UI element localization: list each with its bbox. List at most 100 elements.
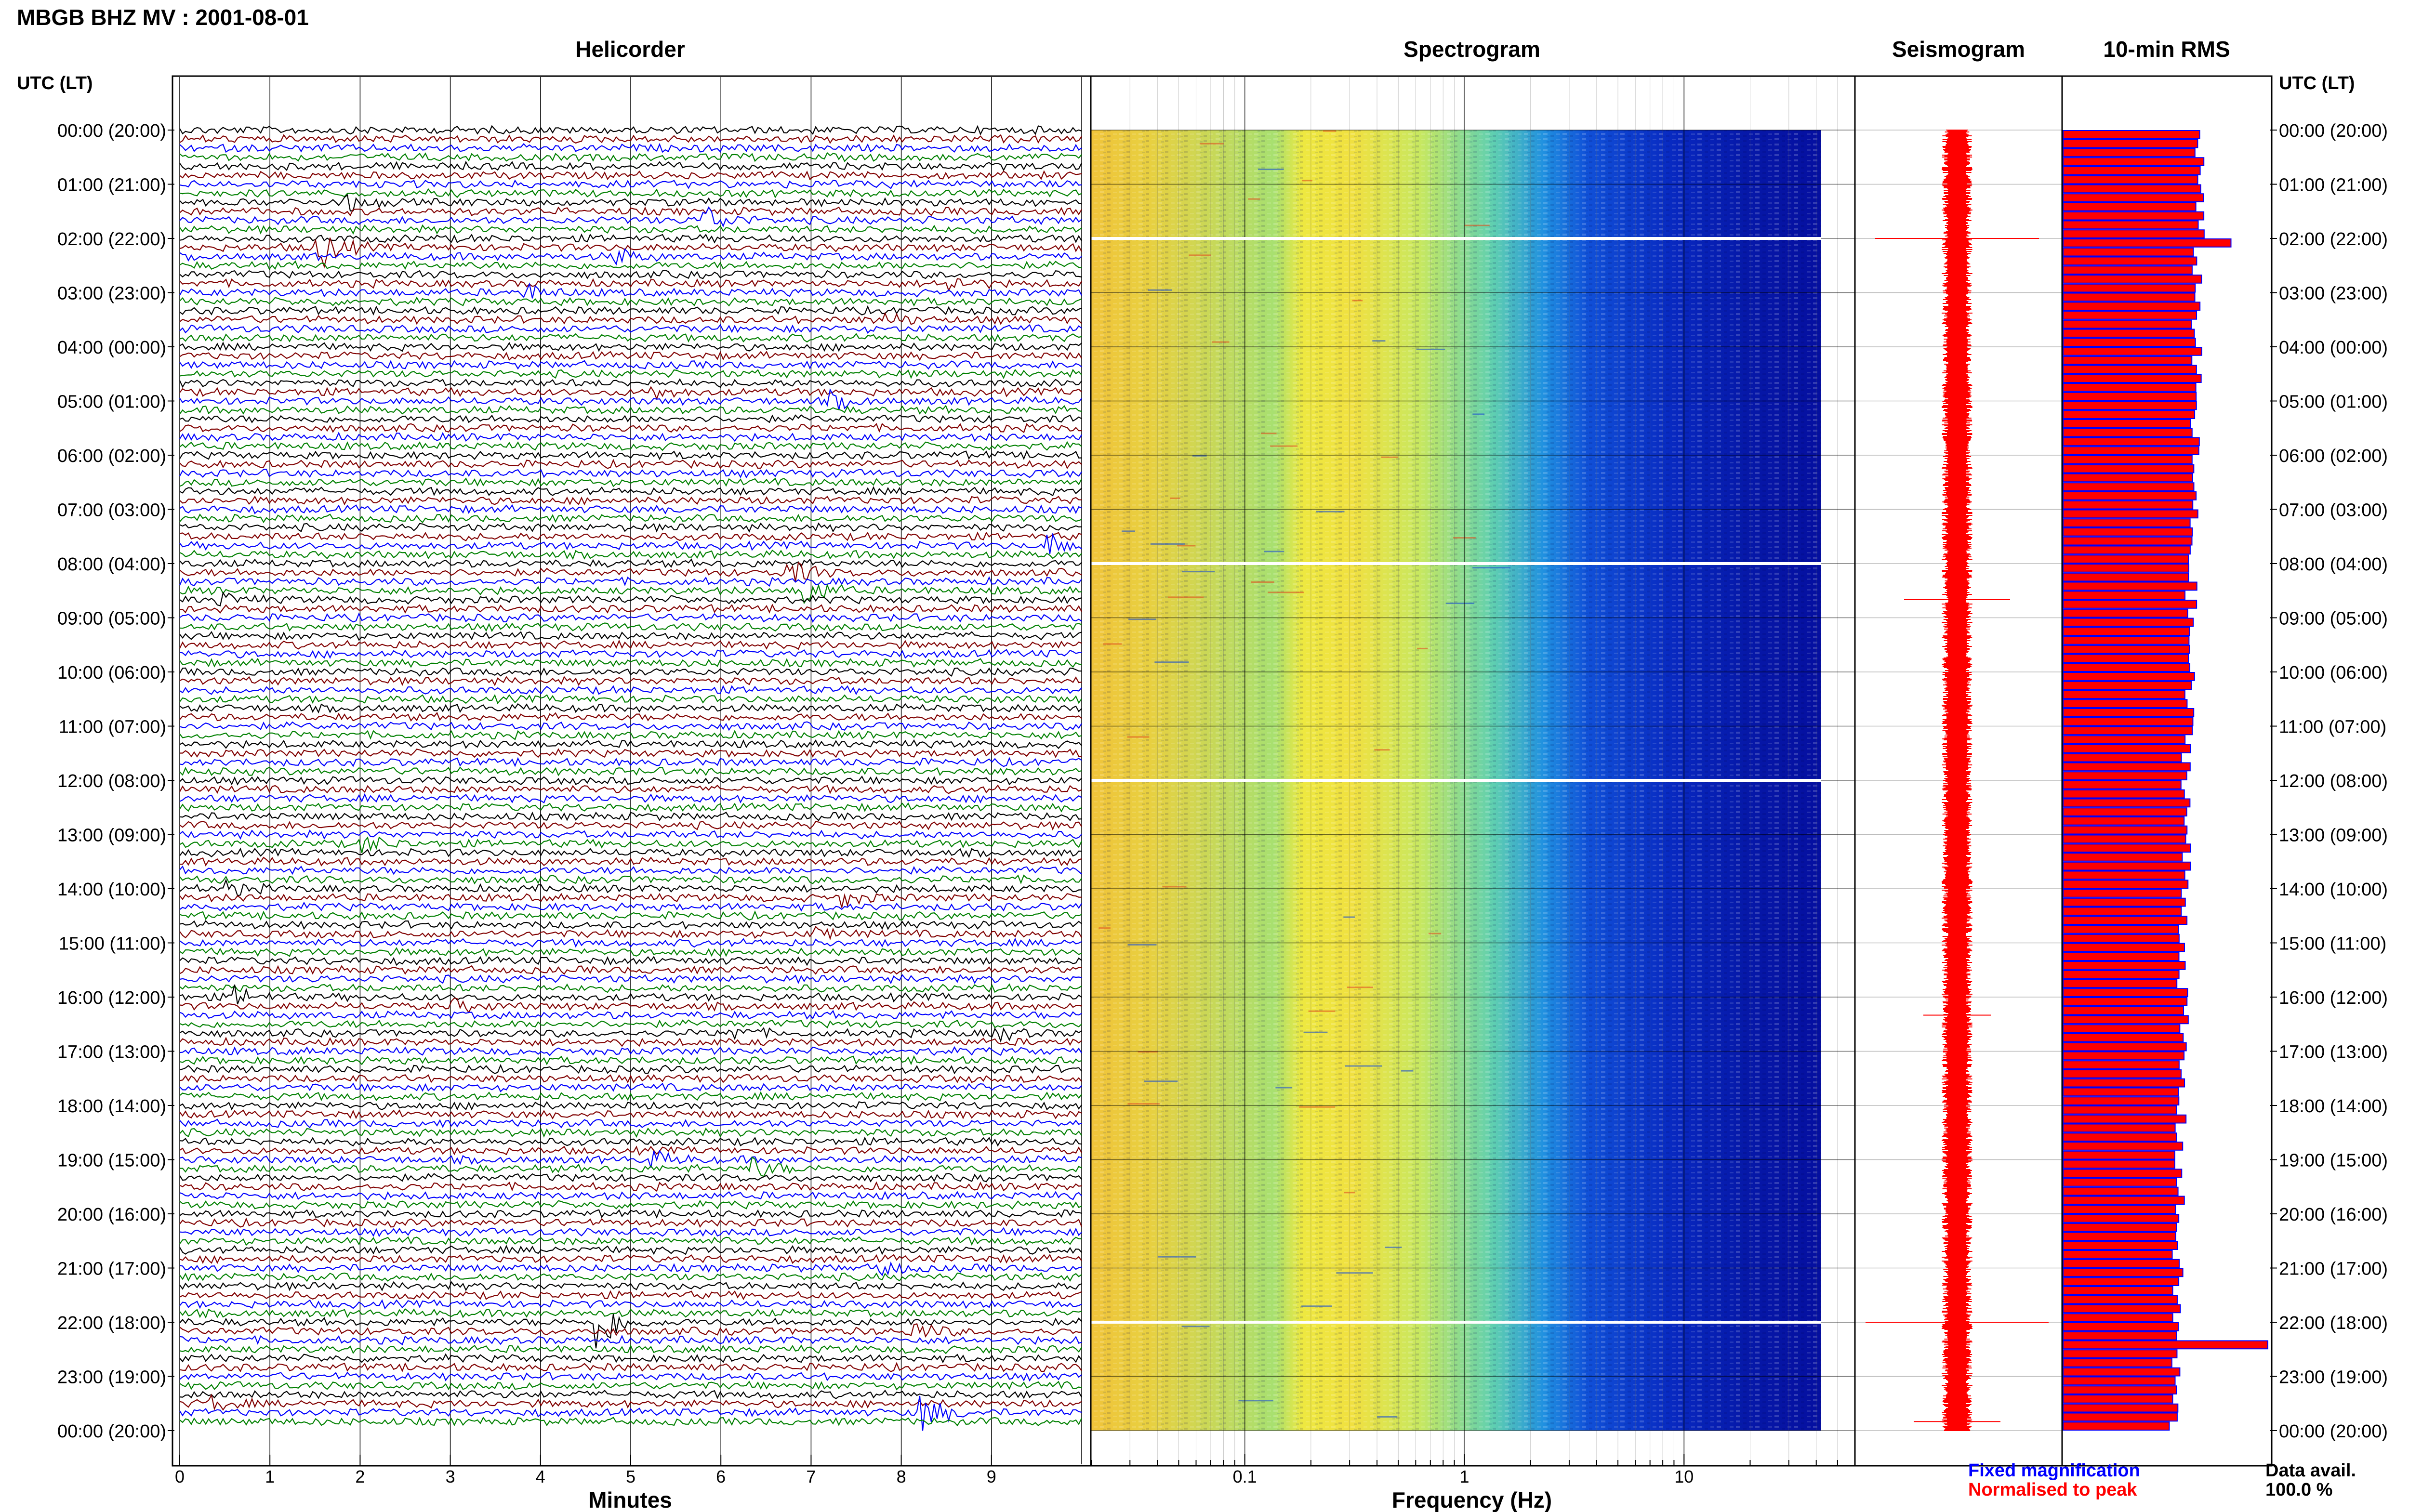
rms-bar (2063, 383, 2197, 392)
helicorder-trace (179, 766, 1082, 776)
time-label-left: 07:00 (03:00) (57, 500, 166, 521)
rms-bar (2063, 455, 2193, 464)
helicorder-trace (179, 983, 1082, 993)
helicorder-tick-label: 5 (626, 1467, 635, 1486)
rms-bar (2063, 157, 2205, 166)
rms-bar (2063, 193, 2204, 202)
rms-bar (2063, 518, 2191, 527)
rms-bar (2063, 1105, 2177, 1115)
spectrogram-streak (1308, 1010, 1336, 1012)
time-label-right: 18:00 (14:00) (2279, 1096, 2388, 1117)
helicorder-trace (179, 1199, 1082, 1210)
time-label-right: 02:00 (22:00) (2279, 229, 2388, 250)
rms-bar (2063, 410, 2196, 419)
rms-bar (2063, 726, 2193, 736)
spectrogram-streak (1347, 986, 1374, 988)
spectrogram-streak (1303, 1031, 1328, 1033)
helicorder-trace (179, 811, 1082, 822)
helicorder-trace (179, 1299, 1082, 1310)
time-label-left: 19:00 (15:00) (57, 1151, 166, 1171)
time-label-right: 05:00 (01:00) (2279, 392, 2388, 412)
helicorder-trace (179, 432, 1082, 442)
spectrogram-streak (1121, 530, 1136, 532)
helicorder-trace (179, 829, 1082, 840)
helicorder-trace (179, 1101, 1082, 1111)
helicorder-trace (179, 532, 1082, 554)
helicorder-trace (179, 1064, 1082, 1075)
spectrogram-streak (1251, 581, 1274, 583)
helicorder-trace (179, 591, 1082, 606)
helicorder-trace (179, 179, 1082, 189)
helicorder-trace (179, 1272, 1082, 1282)
helicorder-trace (179, 1019, 1082, 1029)
helicorder-trace (179, 160, 1082, 171)
rms-bar (2063, 1412, 2178, 1422)
rms-bar (2063, 1349, 2178, 1358)
helicorder-trace (179, 1308, 1082, 1319)
spectrogram-streak (1416, 348, 1445, 350)
helicorder-tick-label: 6 (716, 1467, 726, 1486)
rms-bar (2063, 834, 2186, 844)
spectrogram-streak (1189, 254, 1211, 256)
time-label-right: 00:00 (20:00) (2279, 1421, 2388, 1442)
rms-bar (2063, 1232, 2176, 1241)
helicorder-trace (179, 1261, 1082, 1276)
rms-bar (2063, 175, 2198, 184)
helicorder-trace (179, 639, 1082, 650)
rms-bar (2063, 870, 2185, 880)
rms-bar (2063, 1421, 2170, 1431)
rms-bar (2063, 807, 2187, 816)
rms-bar (2063, 699, 2188, 708)
rms-bar (2063, 1015, 2189, 1025)
helicorder-trace (179, 622, 1082, 632)
helicorder-tick-label: 7 (806, 1467, 816, 1486)
time-label-left: 03:00 (23:00) (57, 284, 166, 304)
time-label-right: 11:00 (07:00) (2279, 717, 2386, 737)
spectrogram-streak (1343, 916, 1355, 918)
spectrogram-streak (1154, 661, 1189, 663)
rms-bar (2063, 943, 2185, 952)
utc-header-left: UTC (LT) (17, 73, 93, 93)
spectrogram-streak (1301, 180, 1312, 182)
helicorder-trace (179, 550, 1082, 560)
spectrogram-streak (1301, 1305, 1332, 1307)
helicorder-trace (179, 974, 1082, 985)
time-label-right: 08:00 (04:00) (2279, 554, 2388, 575)
helicorder-trace (179, 1362, 1082, 1372)
rms-bar (2063, 202, 2197, 211)
spectrogram-streak (1323, 130, 1337, 132)
spectrogram-streak (1336, 1272, 1373, 1274)
legend-normalised-to-peak: Normalised to peak (1968, 1480, 2137, 1500)
rms-bar (2063, 1331, 2177, 1341)
rms-bar (2063, 825, 2188, 835)
rms-bar (2063, 600, 2197, 609)
rms-bar (2063, 446, 2199, 455)
rms-bar (2063, 1304, 2181, 1314)
rms-bar (2063, 897, 2186, 907)
rms-bar (2063, 717, 2194, 726)
time-label-right: 21:00 (17:00) (2279, 1259, 2388, 1279)
seismogram-trace (1942, 130, 1972, 1431)
spectrogram-streak (1270, 445, 1298, 447)
helicorder-trace (179, 965, 1082, 975)
helicorder-trace (179, 583, 1082, 605)
time-label-left: 02:00 (22:00) (57, 229, 166, 250)
helicorder-trace (179, 441, 1082, 451)
helicorder-trace (179, 836, 1082, 854)
rms-panel-title: 10-min RMS (2103, 37, 2230, 62)
time-label-left: 00:00 (20:00) (57, 1421, 166, 1442)
rms-bar (2063, 816, 2185, 826)
helicorder-trace (179, 368, 1082, 380)
time-label-left: 18:00 (14:00) (57, 1096, 166, 1117)
time-label-right: 16:00 (12:00) (2279, 988, 2388, 1008)
helicorder-trace (179, 612, 1082, 623)
rms-bar (2063, 1223, 2177, 1232)
spectrogram-streak (1181, 1326, 1210, 1328)
rms-bar (2063, 1159, 2175, 1169)
helicorder-trace (179, 1236, 1082, 1246)
time-label-right: 23:00 (19:00) (2279, 1367, 2388, 1388)
spectrogram-streak (1264, 551, 1284, 552)
time-label-right: 09:00 (05:00) (2279, 609, 2388, 629)
rms-bar (2063, 564, 2189, 573)
helicorder-trace (179, 522, 1082, 533)
